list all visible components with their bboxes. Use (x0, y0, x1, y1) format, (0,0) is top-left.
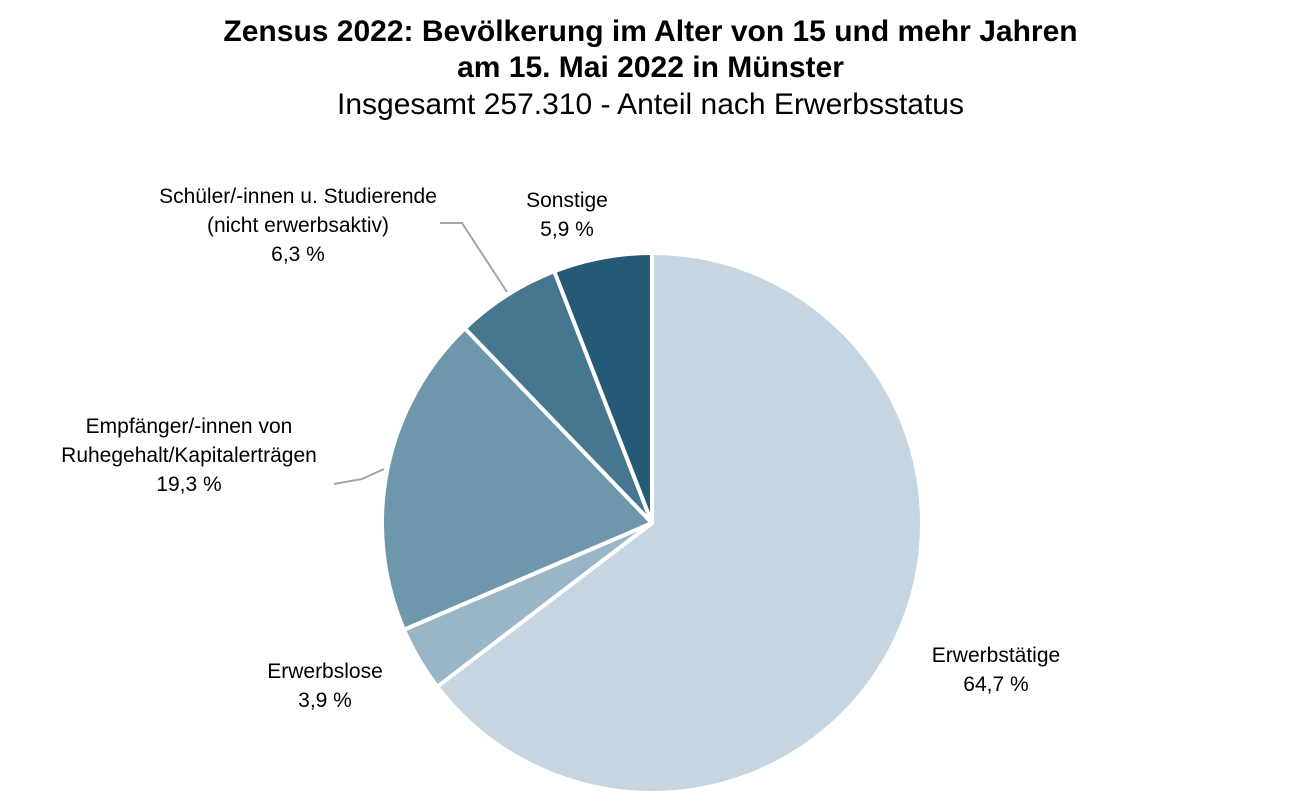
slice-label-sonstige: Sonstige 5,9 % (526, 189, 608, 241)
slice-value-label: 5,9 % (540, 218, 594, 241)
chart-title-line-2: am 15. Mai 2022 in Münster (457, 51, 844, 84)
leader-lines (333, 222, 508, 485)
slice-value-label: 64,7 % (963, 673, 1028, 696)
chart-subtitle: Insgesamt 257.310 - Anteil nach Erwerbss… (336, 88, 964, 121)
slice-category-label: Schüler/-innen u. Studierende (159, 185, 437, 208)
leader-line-empfaenger-innen-von (333, 468, 385, 485)
slice-label-erwerbslose: Erwerbslose 3,9 % (267, 660, 383, 712)
pie-slice-erwerbstaetige (435, 251, 924, 795)
slice-value-label: 3,9 % (298, 689, 352, 712)
chart-title-block: Zensus 2022: Bevölkerung im Alter von 15… (0, 14, 1301, 124)
pie-slice-empfaenger-innen-von (379, 326, 654, 632)
slice-value-label: 19,3 % (156, 473, 221, 496)
slice-category-label: Erwerbslose (267, 660, 383, 683)
slice-label-schueler-innen-u-studierende: Schüler/-innen u. Studierende (nicht erwe… (159, 185, 437, 266)
pie-slices (379, 251, 924, 795)
slice-value-label: 6,3 % (271, 243, 325, 266)
pie-slice-sonstige (552, 251, 654, 525)
slice-category-label: Erwerbstätige (932, 644, 1060, 667)
slice-category-label: Ruhegehalt/Kapitalerträgen (61, 444, 317, 467)
slice-category-label: (nicht erwerbsaktiv) (207, 214, 389, 237)
leader-line-schueler-innen-u-studierende (440, 222, 508, 293)
slice-label-empfaenger-innen-von: Empfänger/-innen von Ruhegehalt/Kapitaler… (61, 415, 317, 496)
slice-category-label: Sonstige (526, 189, 608, 212)
slice-labels: Erwerbstätige 64,7 % Erwerbslose 3,9 % Empfä… (61, 185, 1060, 712)
slice-label-erwerbstaetige: Erwerbstätige 64,7 % (932, 644, 1060, 696)
chart-title-line-1: Zensus 2022: Bevölkerung im Alter von 15… (223, 15, 1078, 48)
slice-category-label: Empfänger/-innen von (86, 415, 293, 438)
